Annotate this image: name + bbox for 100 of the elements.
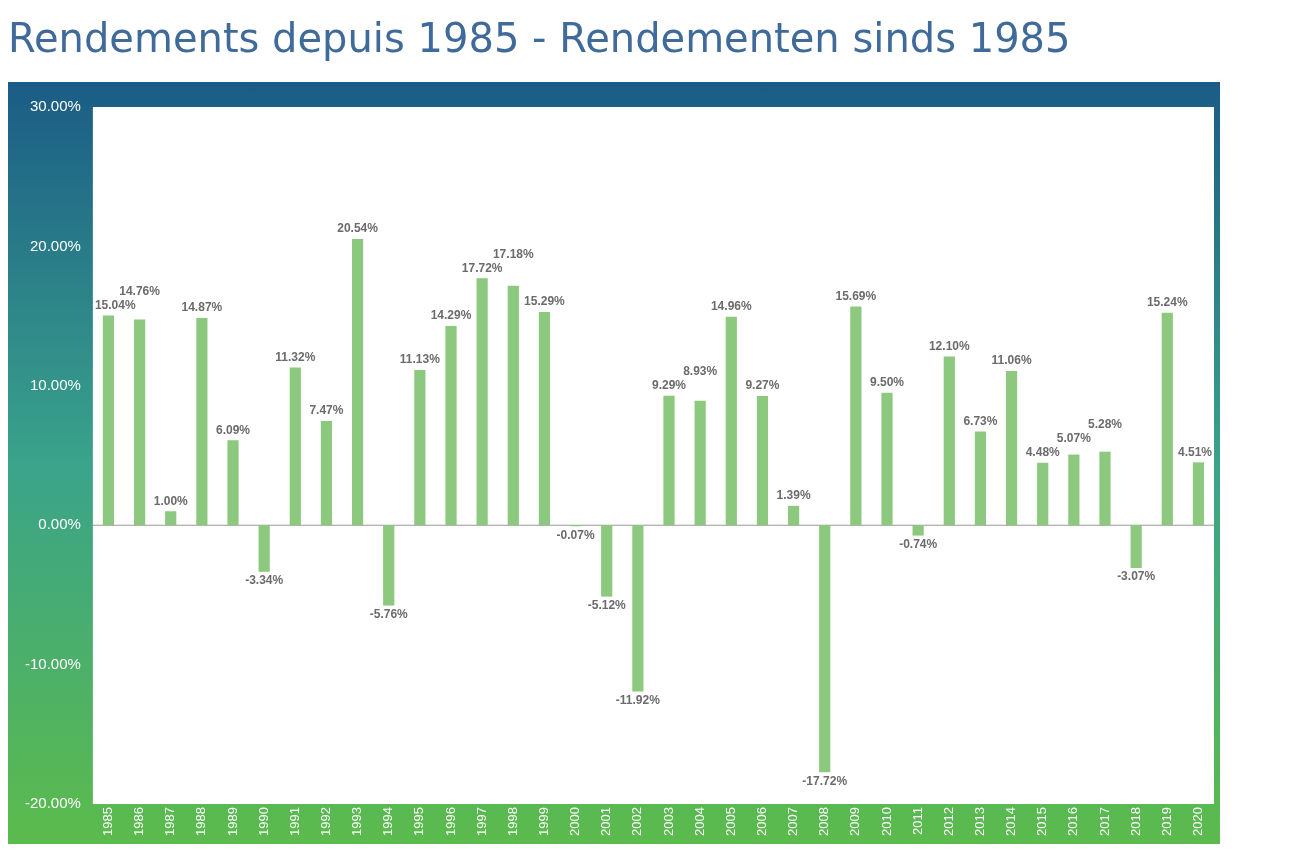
bar — [538, 312, 551, 526]
data-label: -5.12% — [587, 597, 627, 612]
data-label: -5.76% — [369, 606, 409, 621]
data-label: 11.06% — [991, 353, 1032, 368]
bar — [102, 315, 115, 526]
data-label: 5.07% — [1056, 431, 1092, 446]
x-tick-label: 2004 — [691, 807, 707, 836]
data-label: -17.72% — [802, 773, 848, 788]
data-label: 15.24% — [1146, 295, 1188, 310]
bar — [756, 396, 769, 526]
data-label: -3.34% — [245, 573, 284, 588]
data-label: 4.51% — [1177, 444, 1213, 459]
y-tick-label: 30.00% — [29, 97, 81, 115]
x-tick-label: 1990 — [255, 807, 271, 836]
x-tick-label: 2018 — [1127, 807, 1143, 836]
bar — [694, 400, 706, 526]
x-tick-label: 2007 — [785, 807, 801, 836]
bar — [320, 421, 333, 526]
data-label: 14.87% — [181, 300, 223, 315]
data-label: 14.76% — [119, 283, 161, 298]
x-tick-label: 2003 — [660, 807, 676, 836]
data-label: 11.32% — [275, 349, 316, 364]
data-label: 11.13% — [399, 352, 441, 367]
y-tick-label: -10.00% — [24, 654, 81, 672]
x-tick-label: 2019 — [1158, 807, 1174, 836]
data-label: -11.92% — [615, 692, 661, 707]
data-label: 9.27% — [745, 378, 780, 393]
x-tick-label: 1994 — [380, 807, 396, 836]
bar — [445, 326, 457, 526]
data-label: 4.48% — [1025, 445, 1061, 460]
data-label: -0.74% — [899, 536, 938, 551]
bar — [881, 392, 893, 526]
x-tick-label: 1993 — [349, 807, 365, 836]
x-tick-label: 2001 — [598, 807, 614, 836]
x-tick-label: 2015 — [1034, 807, 1050, 836]
x-tick-label: 1985 — [100, 807, 116, 836]
x-tick-label: 2013 — [972, 807, 988, 836]
bar — [787, 505, 800, 526]
bar — [414, 370, 426, 526]
data-label: 6.73% — [963, 413, 998, 428]
x-tick-label: 1996 — [442, 807, 458, 836]
bar — [1099, 451, 1111, 526]
data-label: 6.09% — [215, 422, 251, 437]
x-tick-label: 1992 — [318, 807, 334, 836]
bar — [1192, 462, 1205, 526]
bar — [663, 395, 675, 526]
data-label: 15.04% — [94, 297, 136, 312]
bar — [351, 238, 364, 526]
bar — [165, 511, 177, 526]
x-tick-label: 2006 — [754, 807, 770, 836]
x-tick-label: 2009 — [847, 807, 863, 836]
data-label: 12.10% — [928, 338, 970, 353]
x-tick-label: 1989 — [224, 807, 240, 836]
bar — [601, 525, 613, 597]
data-label: 17.72% — [461, 260, 503, 275]
bar — [943, 356, 955, 526]
data-label: -0.07% — [556, 527, 595, 542]
data-label: 5.28% — [1087, 417, 1123, 432]
x-tick-label: 1999 — [536, 807, 552, 836]
chart-title: Rendements depuis 1985 - Rendementen sinds 1985 — [8, 14, 1072, 63]
x-tick-label: 2016 — [1065, 807, 1081, 836]
data-label: 20.54% — [337, 221, 379, 236]
data-label: 9.29% — [651, 378, 687, 393]
bar — [974, 431, 987, 526]
bar — [850, 306, 862, 526]
x-tick-label: 2017 — [1096, 807, 1112, 836]
bar — [476, 278, 488, 526]
bar — [1037, 462, 1049, 526]
x-tick-label: 2014 — [1003, 807, 1019, 836]
data-label: 7.47% — [309, 403, 344, 418]
bar — [289, 367, 301, 526]
bar — [912, 525, 924, 536]
data-label: 14.96% — [710, 298, 752, 313]
data-label: 1.00% — [153, 493, 189, 508]
bar — [383, 525, 395, 606]
x-tick-label: 1987 — [162, 807, 178, 836]
bar — [258, 525, 270, 572]
bar — [1005, 371, 1018, 526]
bar — [819, 525, 831, 773]
bar — [133, 319, 146, 526]
data-label: 15.69% — [835, 288, 877, 303]
y-tick-label: 20.00% — [29, 236, 81, 254]
y-tick-label: 0.00% — [38, 515, 81, 533]
bar — [196, 317, 208, 526]
data-label: 17.18% — [492, 246, 534, 261]
x-tick-label: 1997 — [473, 807, 489, 836]
bar — [1161, 312, 1173, 526]
x-tick-label: 1988 — [193, 807, 209, 836]
x-tick-label: 2010 — [878, 807, 894, 836]
x-tick-label: 2011 — [909, 807, 925, 836]
x-tick-label: 1998 — [504, 807, 520, 836]
x-tick-label: 2005 — [722, 807, 738, 836]
x-tick-label: 2008 — [816, 807, 832, 836]
bar — [1068, 454, 1080, 526]
x-tick-label: 2012 — [940, 807, 956, 836]
y-tick-label: -20.00% — [24, 794, 81, 812]
bar — [1130, 525, 1142, 569]
data-label: 1.39% — [776, 488, 811, 503]
data-label: 15.29% — [524, 294, 566, 309]
x-tick-label: 1995 — [411, 807, 427, 836]
